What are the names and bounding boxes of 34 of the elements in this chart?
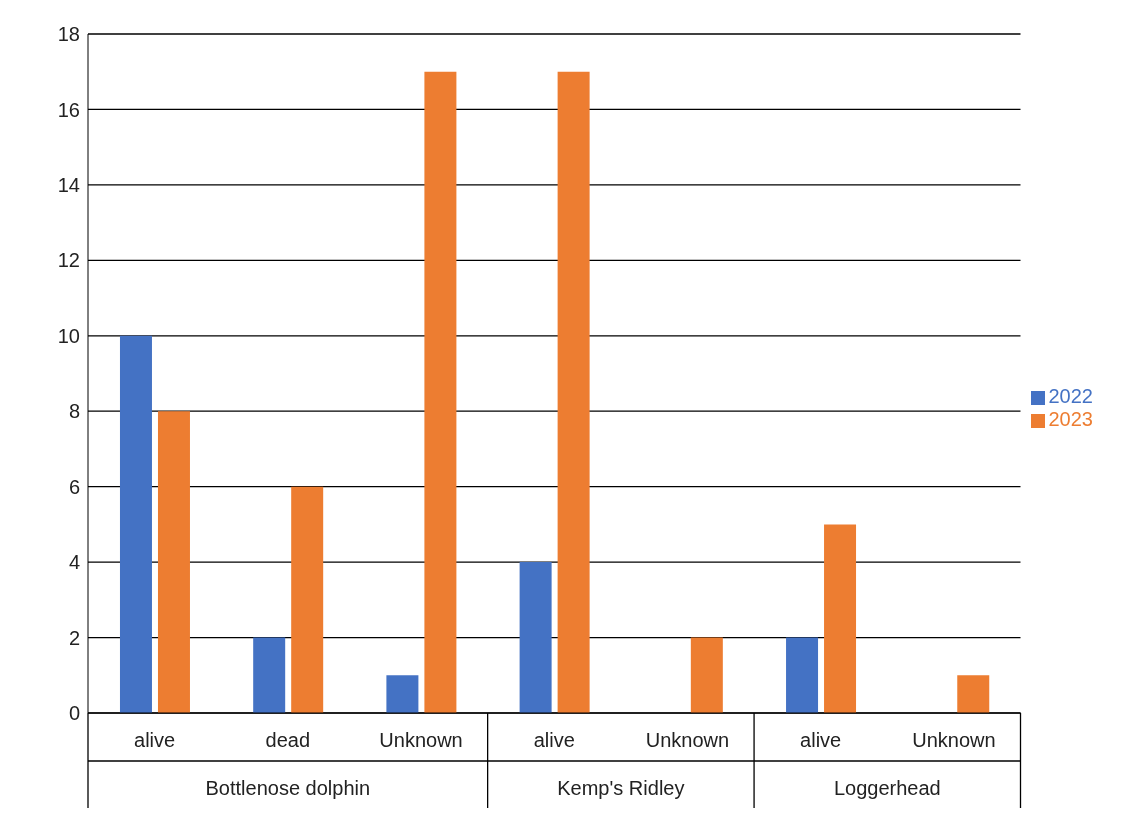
y-tick-label: 0 bbox=[68, 702, 80, 725]
bar bbox=[119, 335, 152, 713]
bar bbox=[424, 71, 457, 713]
text: Loggerhead bbox=[833, 777, 941, 799]
x-tick-label: Unknown bbox=[912, 729, 996, 752]
bar bbox=[557, 71, 590, 713]
x-tick-label: alive bbox=[134, 729, 176, 752]
x-tick-label: Unknown bbox=[379, 729, 463, 752]
bar bbox=[824, 524, 857, 713]
bar bbox=[690, 637, 723, 713]
y-tick-label: 10 bbox=[57, 324, 80, 347]
x-tick-label: alive bbox=[533, 729, 575, 752]
y-tick-label: 4 bbox=[68, 551, 80, 574]
legend-label: 2023 bbox=[1048, 408, 1093, 430]
x-tick-label: dead bbox=[265, 729, 311, 752]
bar bbox=[291, 486, 324, 713]
bar bbox=[519, 562, 552, 713]
bar bbox=[253, 637, 286, 713]
text: Kemp's Ridley bbox=[557, 777, 685, 799]
bar bbox=[157, 411, 190, 713]
y-tick-label: 16 bbox=[57, 98, 80, 121]
bar bbox=[957, 675, 990, 713]
y-tick-label: 8 bbox=[68, 400, 80, 423]
bar bbox=[386, 675, 419, 713]
y-tick-label: 14 bbox=[57, 173, 80, 196]
y-tick-label: 2 bbox=[68, 626, 80, 649]
y-tick-label: 6 bbox=[68, 475, 80, 498]
x-tick-label: alive bbox=[800, 729, 842, 752]
x-tick-label: Unknown bbox=[645, 729, 730, 752]
text: Bottlenose dolphin bbox=[205, 777, 371, 799]
bar bbox=[786, 637, 819, 713]
y-tick-label: 12 bbox=[57, 249, 80, 272]
y-tick-label: 18 bbox=[57, 23, 80, 46]
legend-label: 2022 bbox=[1048, 385, 1093, 407]
